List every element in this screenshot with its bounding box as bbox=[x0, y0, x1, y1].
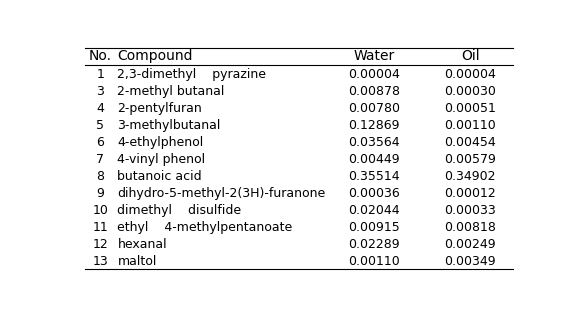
Text: 2-pentylfuran: 2-pentylfuran bbox=[117, 101, 202, 115]
Text: 4-ethylphenol: 4-ethylphenol bbox=[117, 136, 204, 149]
Text: 5: 5 bbox=[96, 118, 104, 131]
Text: 0.00915: 0.00915 bbox=[348, 221, 400, 234]
Text: 0.00033: 0.00033 bbox=[444, 204, 496, 217]
Text: dihydro-5-methyl-2(3H)-furanone: dihydro-5-methyl-2(3H)-furanone bbox=[117, 187, 325, 200]
Text: 0.00780: 0.00780 bbox=[348, 101, 400, 115]
Text: 0.00449: 0.00449 bbox=[348, 153, 400, 166]
Text: 11: 11 bbox=[93, 221, 108, 234]
Text: 12: 12 bbox=[93, 238, 108, 251]
Text: 2-methyl butanal: 2-methyl butanal bbox=[117, 85, 225, 98]
Text: ethyl    4-methylpentanoate: ethyl 4-methylpentanoate bbox=[117, 221, 293, 234]
Text: 0.03564: 0.03564 bbox=[348, 136, 400, 149]
Text: 0.00012: 0.00012 bbox=[444, 187, 496, 200]
Text: 3: 3 bbox=[96, 85, 104, 98]
Text: 0.00036: 0.00036 bbox=[348, 187, 400, 200]
Text: hexanal: hexanal bbox=[117, 238, 167, 251]
Text: 0.02044: 0.02044 bbox=[348, 204, 400, 217]
Text: 0.00454: 0.00454 bbox=[444, 136, 496, 149]
Text: 7: 7 bbox=[96, 153, 104, 166]
Text: 0.00030: 0.00030 bbox=[444, 85, 496, 98]
Text: 0.00249: 0.00249 bbox=[444, 238, 496, 251]
Text: 4-vinyl phenol: 4-vinyl phenol bbox=[117, 153, 205, 166]
Text: Water: Water bbox=[354, 49, 394, 63]
Text: 0.00579: 0.00579 bbox=[444, 153, 496, 166]
Text: 8: 8 bbox=[96, 170, 104, 183]
Text: Compound: Compound bbox=[117, 49, 193, 63]
Text: 0.00110: 0.00110 bbox=[348, 255, 400, 268]
Text: dimethyl    disulfide: dimethyl disulfide bbox=[117, 204, 242, 217]
Text: 1: 1 bbox=[96, 68, 104, 81]
Text: 0.34902: 0.34902 bbox=[444, 170, 496, 183]
Text: 0.00004: 0.00004 bbox=[444, 68, 496, 81]
Text: 13: 13 bbox=[93, 255, 108, 268]
Text: 0.00110: 0.00110 bbox=[444, 118, 496, 131]
Text: 10: 10 bbox=[92, 204, 108, 217]
Text: 0.02289: 0.02289 bbox=[348, 238, 400, 251]
Text: 0.00051: 0.00051 bbox=[444, 101, 496, 115]
Text: No.: No. bbox=[89, 49, 112, 63]
Text: 0.00004: 0.00004 bbox=[348, 68, 400, 81]
Text: 2,3-dimethyl    pyrazine: 2,3-dimethyl pyrazine bbox=[117, 68, 266, 81]
Text: 4: 4 bbox=[96, 101, 104, 115]
Text: 0.12869: 0.12869 bbox=[348, 118, 400, 131]
Text: 0.00878: 0.00878 bbox=[348, 85, 400, 98]
Text: 6: 6 bbox=[96, 136, 104, 149]
Text: 9: 9 bbox=[96, 187, 104, 200]
Text: butanoic acid: butanoic acid bbox=[117, 170, 202, 183]
Text: Oil: Oil bbox=[461, 49, 480, 63]
Text: 3-methylbutanal: 3-methylbutanal bbox=[117, 118, 221, 131]
Text: maltol: maltol bbox=[117, 255, 157, 268]
Text: 0.35514: 0.35514 bbox=[348, 170, 400, 183]
Text: 0.00818: 0.00818 bbox=[444, 221, 496, 234]
Text: 0.00349: 0.00349 bbox=[444, 255, 496, 268]
